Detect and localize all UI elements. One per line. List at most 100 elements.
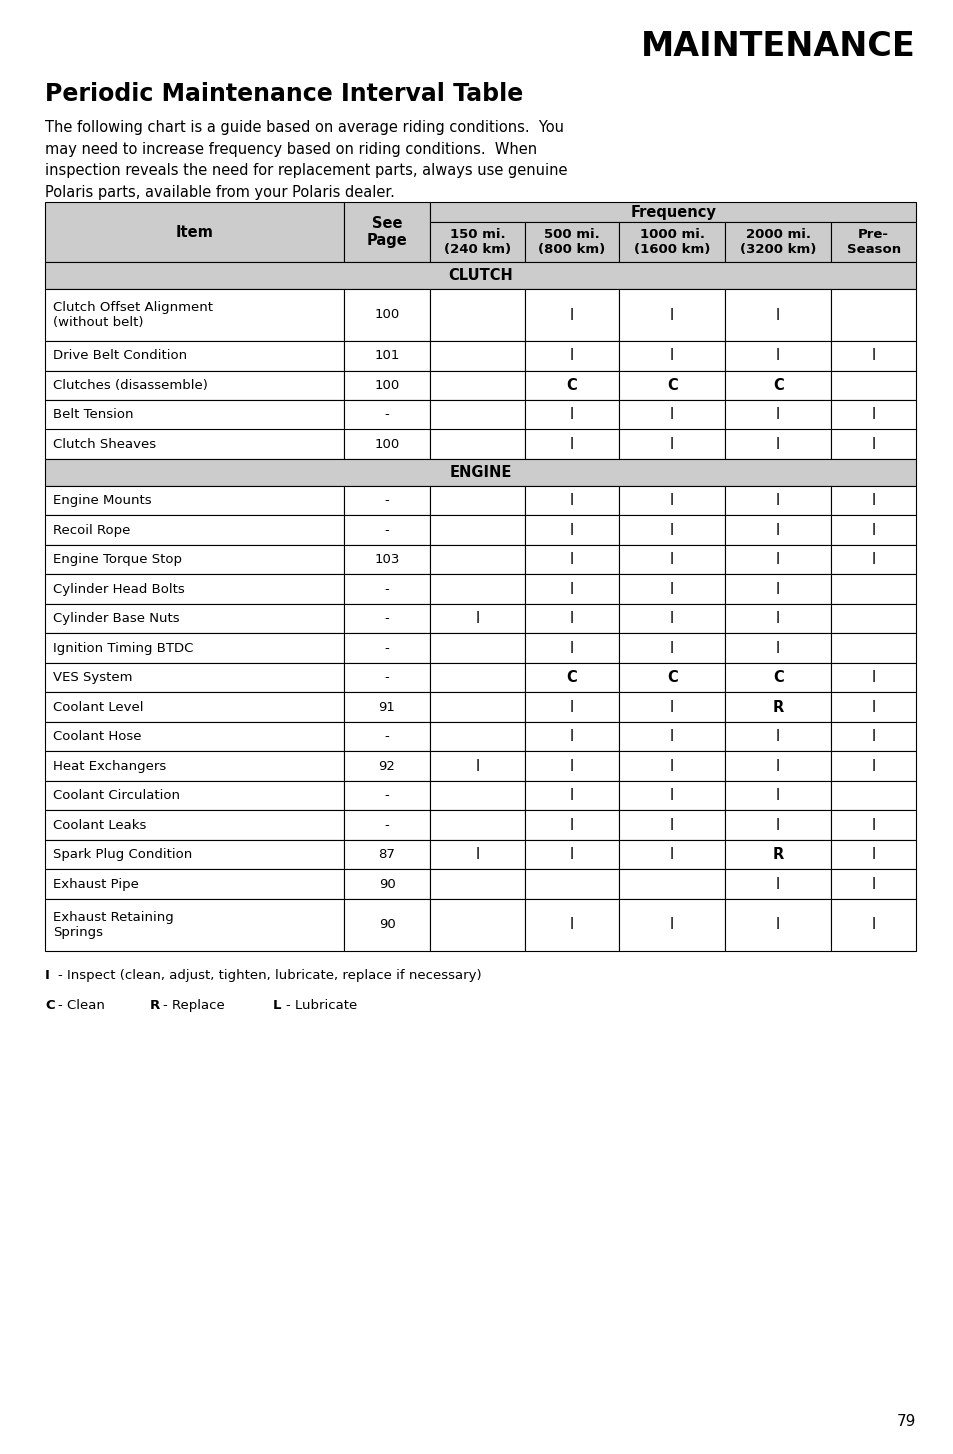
- Bar: [343, 516, 430, 545]
- Text: See
Page: See Page: [366, 215, 407, 249]
- Bar: [830, 723, 915, 752]
- Text: I: I: [776, 877, 780, 891]
- Text: -: -: [384, 641, 389, 654]
- Text: 150 mi.
(240 km): 150 mi. (240 km): [443, 228, 511, 256]
- Bar: [45, 899, 343, 951]
- Text: VES System: VES System: [53, 672, 132, 685]
- Bar: [343, 869, 430, 899]
- Text: I: I: [776, 436, 780, 452]
- Text: Clutches (disassemble): Clutches (disassemble): [53, 378, 208, 391]
- Text: C: C: [666, 378, 677, 393]
- Text: C: C: [566, 378, 577, 393]
- Text: I: I: [776, 493, 780, 509]
- Text: I: I: [776, 917, 780, 932]
- Bar: [618, 663, 724, 692]
- Text: I: I: [569, 848, 574, 862]
- Text: I: I: [776, 307, 780, 323]
- Text: I: I: [776, 788, 780, 803]
- Text: I: I: [669, 917, 674, 932]
- Bar: [724, 342, 830, 371]
- Text: I: I: [776, 611, 780, 627]
- Bar: [430, 342, 524, 371]
- Text: Periodic Maintenance Interval Table: Periodic Maintenance Interval Table: [45, 81, 522, 106]
- Bar: [430, 603, 524, 634]
- Text: Exhaust Pipe: Exhaust Pipe: [53, 878, 139, 891]
- Bar: [618, 603, 724, 634]
- Bar: [524, 222, 618, 262]
- Text: CLUTCH: CLUTCH: [448, 268, 513, 284]
- Text: I: I: [871, 670, 875, 685]
- Bar: [618, 342, 724, 371]
- Text: 91: 91: [378, 701, 395, 714]
- Text: I: I: [669, 699, 674, 715]
- Text: I: I: [669, 493, 674, 509]
- Bar: [45, 262, 915, 289]
- Text: I: I: [569, 436, 574, 452]
- Text: 1000 mi.
(1600 km): 1000 mi. (1600 km): [634, 228, 710, 256]
- Text: 100: 100: [374, 308, 399, 321]
- Text: 87: 87: [378, 848, 395, 861]
- Bar: [524, 289, 618, 342]
- Text: R: R: [150, 999, 160, 1012]
- Text: I: I: [871, 759, 875, 774]
- Bar: [45, 459, 915, 486]
- Bar: [618, 222, 724, 262]
- Text: Item: Item: [175, 224, 213, 240]
- Text: Engine Torque Stop: Engine Torque Stop: [53, 554, 182, 566]
- Bar: [45, 486, 343, 516]
- Bar: [724, 634, 830, 663]
- Text: I: I: [569, 641, 574, 656]
- Text: ENGINE: ENGINE: [449, 465, 511, 480]
- Text: Heat Exchangers: Heat Exchangers: [53, 760, 166, 772]
- Text: 500 mi.
(800 km): 500 mi. (800 km): [537, 228, 605, 256]
- Text: Pre-
Season: Pre- Season: [845, 228, 900, 256]
- Bar: [430, 663, 524, 692]
- Bar: [343, 723, 430, 752]
- Text: I: I: [569, 307, 574, 323]
- Bar: [524, 429, 618, 459]
- Text: I: I: [871, 523, 875, 538]
- Bar: [430, 222, 524, 262]
- Text: Frequency: Frequency: [630, 205, 716, 220]
- Bar: [724, 516, 830, 545]
- Bar: [724, 810, 830, 840]
- Bar: [618, 400, 724, 429]
- Text: Engine Mounts: Engine Mounts: [53, 494, 152, 507]
- Text: I: I: [871, 699, 875, 715]
- Text: I: I: [871, 917, 875, 932]
- Bar: [830, 289, 915, 342]
- Bar: [618, 486, 724, 516]
- Text: I: I: [871, 730, 875, 744]
- Bar: [618, 869, 724, 899]
- Text: Coolant Level: Coolant Level: [53, 701, 143, 714]
- Bar: [524, 692, 618, 723]
- Text: I: I: [871, 817, 875, 833]
- Bar: [45, 545, 343, 574]
- Text: I: I: [776, 523, 780, 538]
- Bar: [343, 840, 430, 869]
- Bar: [343, 574, 430, 603]
- Bar: [430, 289, 524, 342]
- Bar: [524, 486, 618, 516]
- Bar: [724, 486, 830, 516]
- Text: I: I: [776, 582, 780, 596]
- Bar: [724, 899, 830, 951]
- Text: I: I: [569, 730, 574, 744]
- Text: L: L: [273, 999, 281, 1012]
- Bar: [618, 781, 724, 810]
- Bar: [830, 222, 915, 262]
- Text: 92: 92: [378, 760, 395, 772]
- Bar: [524, 371, 618, 400]
- Text: I: I: [569, 523, 574, 538]
- Text: -: -: [384, 730, 389, 743]
- Text: I: I: [569, 553, 574, 567]
- Bar: [430, 202, 915, 222]
- Text: 2000 mi.
(3200 km): 2000 mi. (3200 km): [740, 228, 816, 256]
- Bar: [430, 752, 524, 781]
- Bar: [724, 723, 830, 752]
- Text: I: I: [669, 730, 674, 744]
- Text: -: -: [384, 494, 389, 507]
- Text: I: I: [669, 788, 674, 803]
- Text: I: I: [871, 407, 875, 422]
- Bar: [524, 603, 618, 634]
